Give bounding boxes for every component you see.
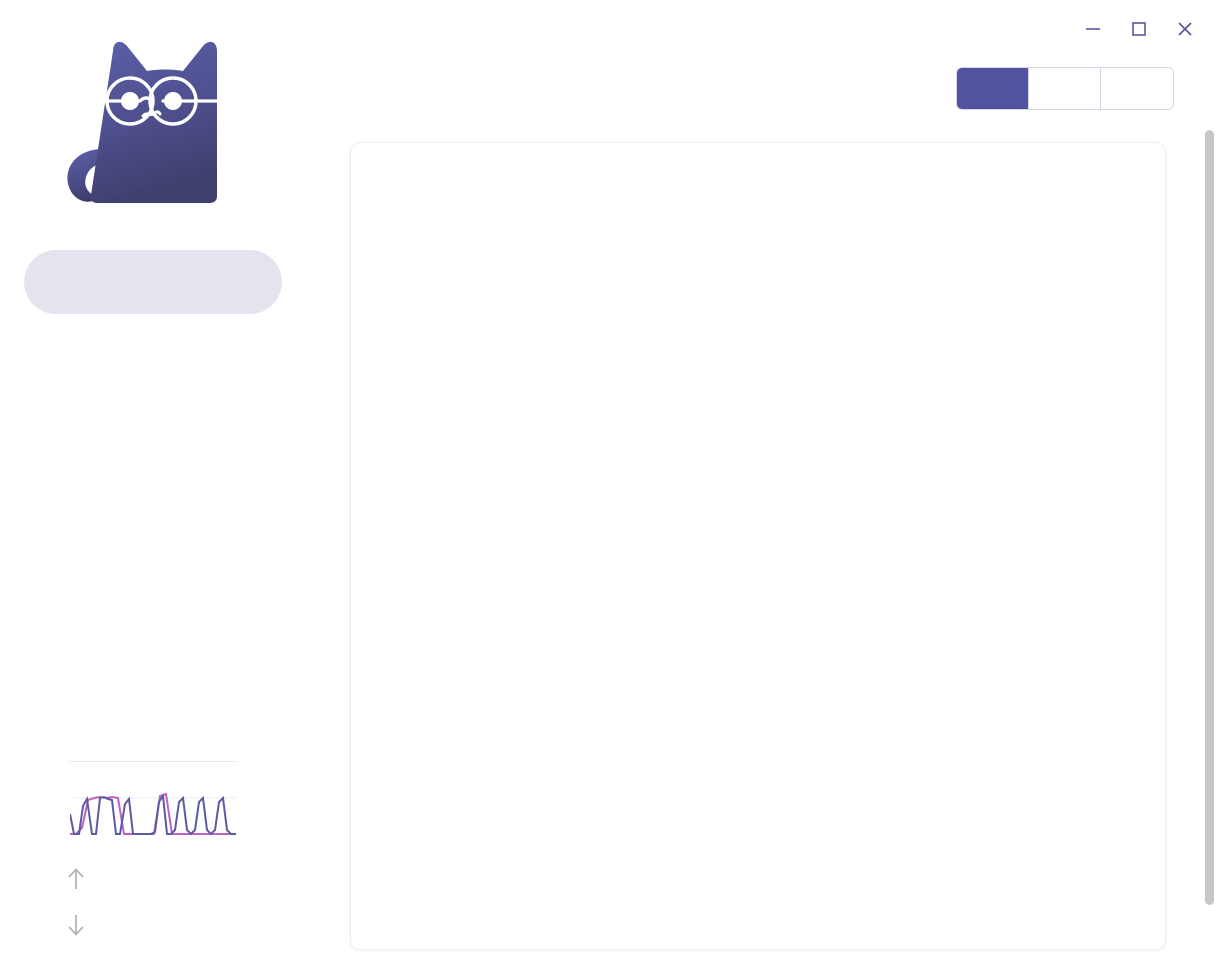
sidebar-item-connections[interactable] (24, 418, 282, 482)
traffic-monitor (0, 761, 306, 948)
window-controls (1002, 0, 1222, 58)
traffic-sparkline-chart (70, 784, 236, 838)
mode-button-group (956, 67, 1174, 110)
traffic-download-row (53, 902, 253, 948)
arrow-down-icon (53, 912, 99, 938)
arrow-up-icon (53, 866, 99, 892)
sidebar-item-logs[interactable] (24, 502, 282, 566)
maximize-icon[interactable] (1116, 8, 1162, 50)
sidebar-item-proxies[interactable] (24, 250, 282, 314)
scrollbar-thumb[interactable] (1205, 130, 1214, 905)
mode-button-rule[interactable] (957, 68, 1029, 109)
sidebar-item-settings[interactable] (24, 586, 282, 650)
minimize-icon[interactable] (1070, 8, 1116, 50)
sidebar-nav (0, 250, 306, 670)
divider (70, 761, 236, 762)
close-icon[interactable] (1162, 8, 1208, 50)
vertical-scrollbar[interactable] (1205, 110, 1214, 940)
sidebar-item-profiles[interactable] (24, 334, 282, 398)
mode-button-global[interactable] (1029, 68, 1101, 109)
sidebar (0, 0, 306, 956)
mode-button-direct[interactable] (1101, 68, 1173, 109)
cat-logo-icon (0, 0, 306, 250)
main-content (306, 0, 1222, 956)
proxy-groups-list (350, 142, 1166, 950)
traffic-upload-row (53, 856, 253, 902)
